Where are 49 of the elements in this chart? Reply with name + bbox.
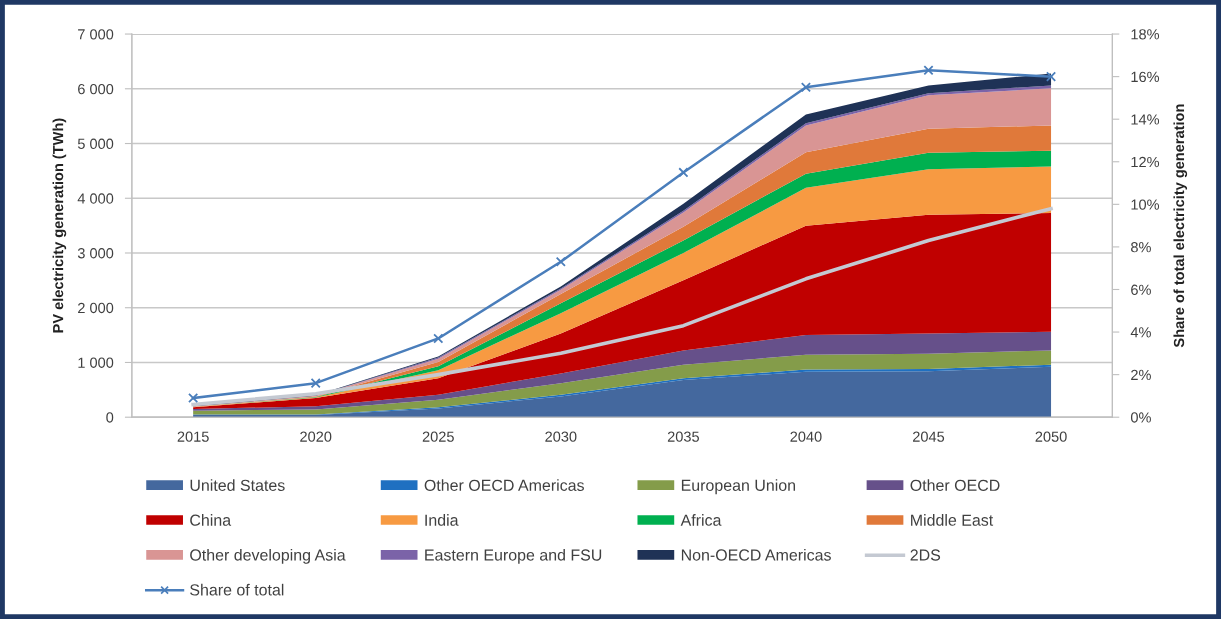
legend-label: 2DS bbox=[910, 549, 941, 561]
y-tick-label: 1 000 bbox=[78, 357, 114, 368]
y2-tick-label: 16% bbox=[1131, 71, 1160, 83]
legend-label: European Union bbox=[681, 479, 796, 495]
point bbox=[555, 256, 566, 267]
point bbox=[433, 333, 444, 344]
point bbox=[188, 392, 199, 404]
y-tick-label: 0 bbox=[106, 412, 114, 423]
legend-label: Africa bbox=[680, 514, 722, 526]
legend-label: India bbox=[425, 514, 459, 526]
legend-label: United States bbox=[190, 479, 285, 491]
legend-label: Other OECD Americas bbox=[424, 479, 584, 491]
x-tick-label: 2025 bbox=[422, 431, 454, 442]
x-tick-label: 2035 bbox=[667, 431, 699, 442]
legend-label: Eastern Europe and FSU bbox=[425, 548, 602, 564]
y2-tick-label: 6% bbox=[1131, 284, 1151, 295]
y2-tick-label: 2% bbox=[1131, 369, 1151, 380]
y2-tick-label: 12% bbox=[1131, 156, 1160, 168]
y2-tick-label: 8% bbox=[1131, 242, 1151, 253]
legend-label: Other developing Asia bbox=[190, 548, 346, 564]
point bbox=[310, 378, 321, 389]
x-tick-label: 2050 bbox=[1035, 431, 1067, 442]
point bbox=[1045, 71, 1057, 82]
y-axis-title: PV electricity generation (TWh) bbox=[52, 118, 67, 333]
y-tick-label: 6 000 bbox=[78, 83, 114, 95]
x-tick-label: 2045 bbox=[913, 431, 945, 442]
x-tick-label: 2015 bbox=[177, 431, 209, 442]
y2-tick-label: 18% bbox=[1131, 29, 1160, 40]
y2-tick-label: 10% bbox=[1131, 199, 1160, 210]
point bbox=[923, 65, 934, 76]
y-tick-label: 5 000 bbox=[77, 138, 114, 149]
y-tick-label: 7 000 bbox=[78, 29, 114, 40]
y2-tick-label: 14% bbox=[1131, 114, 1160, 125]
point bbox=[678, 167, 689, 178]
y2-tick-label: 4% bbox=[1130, 327, 1151, 338]
y-tick-label: 3 000 bbox=[77, 248, 114, 259]
legend-label: Middle East bbox=[911, 514, 994, 526]
y-tick-label: 4 000 bbox=[77, 193, 114, 204]
point bbox=[800, 82, 812, 93]
x-tick-label: 2020 bbox=[300, 431, 332, 442]
x-tick-label: 2040 bbox=[790, 431, 822, 442]
legend-label: Share of total bbox=[190, 583, 284, 596]
legend-label: Non-OECD Americas bbox=[681, 548, 831, 561]
legend-label: China bbox=[190, 514, 232, 526]
x-tick-label: 2030 bbox=[545, 431, 577, 442]
y-tick-label: 2 000 bbox=[78, 302, 114, 314]
y2-tick-label: 0% bbox=[1130, 412, 1151, 423]
legend-label: Other OECD bbox=[910, 479, 1000, 491]
y2-axis-title: Share of total electricity generation bbox=[1173, 104, 1188, 348]
